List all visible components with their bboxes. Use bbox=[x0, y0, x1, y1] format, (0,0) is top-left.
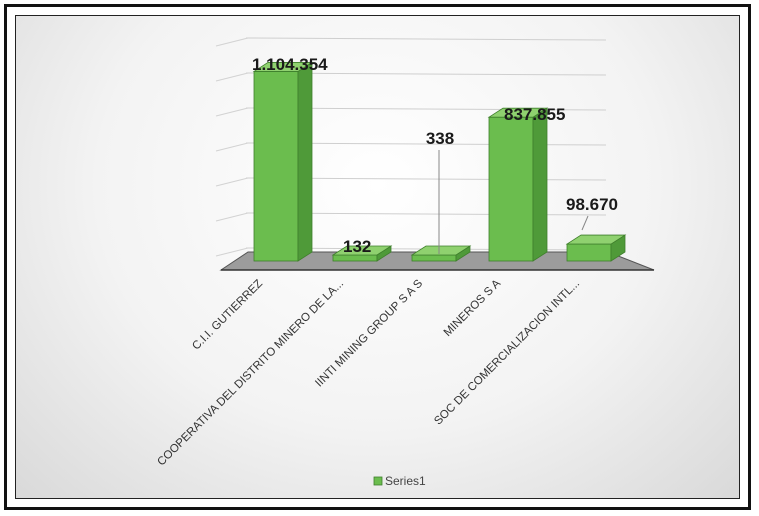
category-label: MINEROS S A bbox=[442, 277, 504, 339]
data-label: 338 bbox=[426, 129, 454, 148]
bar-top bbox=[487, 107, 549, 118]
chart-area: 1.104.354 132 338 837.855 98.670 C.I.I. GUTIE… bbox=[15, 15, 740, 499]
category-label: SOC DE COMERCIALIZACION INTL... bbox=[432, 278, 582, 428]
gridline bbox=[245, 37, 607, 41]
chart-frame: 1.104.354 132 338 837.855 98.670 C.I.I. GUTIE… bbox=[4, 4, 751, 510]
category-label: COOPERATIVA DEL DISTRITO MINERO DE LA... bbox=[155, 278, 346, 469]
label-leader-line bbox=[581, 215, 589, 231]
bar bbox=[253, 71, 299, 262]
data-label: 98.670 bbox=[566, 195, 618, 214]
data-label: 132 bbox=[343, 237, 371, 256]
data-label: 1.104.354 bbox=[252, 55, 328, 74]
bar-top bbox=[331, 245, 393, 256]
bar-side bbox=[297, 61, 313, 262]
bar bbox=[566, 243, 612, 262]
gridline bbox=[215, 142, 249, 152]
data-label: 837.855 bbox=[504, 105, 565, 124]
bar-top bbox=[410, 245, 472, 256]
bar-chart: 1.104.354 132 338 837.855 98.670 C.I.I. GUTIE… bbox=[155, 37, 655, 488]
gridline bbox=[215, 37, 249, 47]
gridline bbox=[215, 247, 249, 257]
gridline bbox=[215, 107, 249, 117]
bar-side bbox=[532, 107, 548, 262]
gridline bbox=[215, 177, 249, 187]
category-label: C.I.I. GUTIERREZ bbox=[190, 278, 265, 353]
gridline bbox=[215, 212, 249, 222]
legend-label: Series1 bbox=[385, 474, 426, 488]
gridline bbox=[215, 72, 249, 82]
bar-top bbox=[565, 234, 627, 245]
bar bbox=[488, 116, 534, 262]
bar bbox=[411, 254, 457, 262]
legend-swatch bbox=[373, 476, 383, 486]
bar-top bbox=[252, 62, 314, 72]
